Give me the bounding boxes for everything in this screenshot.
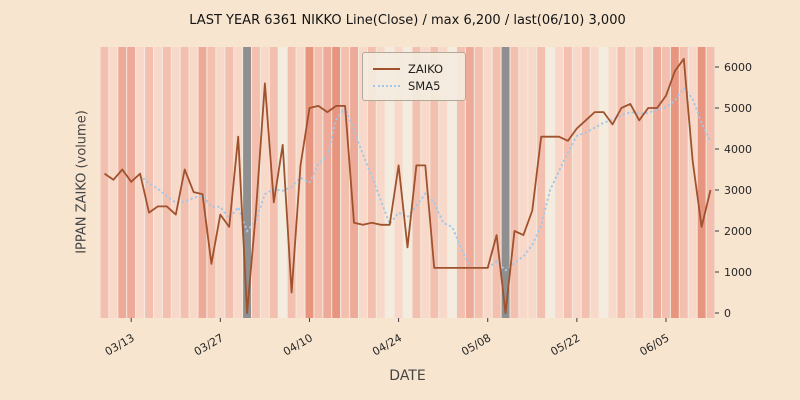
background-band — [207, 47, 216, 318]
legend-label-zaiko: ZAIKO — [408, 61, 444, 76]
background-band — [154, 47, 162, 318]
background-band — [679, 47, 688, 318]
background-band — [697, 47, 706, 318]
background-band — [653, 47, 661, 318]
y-tick-label: 4000 — [724, 143, 752, 156]
y-tick-label: 5000 — [724, 102, 752, 115]
background-band — [359, 47, 367, 318]
background-band — [564, 47, 572, 318]
background-band — [448, 47, 456, 318]
background-band — [626, 47, 635, 318]
background-band — [162, 47, 171, 318]
background-band — [617, 47, 626, 318]
background-band — [225, 47, 234, 318]
background-band — [430, 47, 439, 318]
background-band — [189, 47, 198, 318]
legend-label-sma5: SMA5 — [408, 78, 441, 93]
background-band — [136, 47, 145, 318]
background-band — [608, 47, 617, 318]
background-band — [216, 47, 225, 318]
y-tick-label: 3000 — [724, 184, 752, 197]
y-tick-label: 6000 — [724, 61, 752, 74]
background-band — [555, 47, 563, 318]
y-axis-label: IPPAN ZAIKO (volume) — [74, 110, 90, 254]
gray-event-bar — [501, 47, 510, 318]
sma5-line-sample — [373, 84, 400, 87]
background-band — [465, 47, 474, 318]
x-tick-label: 05/08 — [459, 331, 493, 358]
background-band — [572, 47, 581, 318]
background-band — [403, 47, 412, 318]
background-band — [252, 47, 260, 318]
background-band — [528, 47, 537, 318]
background-band — [260, 47, 269, 318]
legend-item-zaiko: ZAIKO — [373, 60, 455, 77]
background-band — [296, 47, 305, 318]
x-tick-label: 05/22 — [548, 331, 582, 358]
background-band — [546, 47, 555, 318]
background-band — [234, 47, 243, 318]
background-band — [314, 47, 323, 318]
x-tick-label: 03/27 — [192, 331, 226, 358]
zaiko-line — [103, 57, 712, 314]
x-tick-label: 03/13 — [103, 331, 137, 358]
background-band — [394, 47, 403, 318]
background-band — [421, 47, 430, 318]
background-band — [590, 47, 599, 318]
background-band — [662, 47, 670, 318]
x-axis-label: DATE — [389, 368, 426, 384]
background-band — [323, 47, 332, 318]
background-band — [439, 47, 448, 318]
gray-event-bar — [243, 47, 251, 318]
background-band — [341, 47, 350, 318]
x-tick-label: 06/05 — [638, 331, 672, 358]
background-band — [287, 47, 296, 318]
background-band — [483, 47, 492, 318]
background-band — [385, 47, 394, 318]
zaiko-line-sample — [373, 67, 400, 70]
background-band — [269, 47, 278, 318]
legend: ZAIKO SMA5 — [362, 52, 466, 101]
x-tick-label: 04/24 — [370, 331, 404, 358]
y-tick-label: 2000 — [724, 225, 752, 238]
background-band — [474, 47, 483, 318]
background-band — [412, 47, 421, 318]
background-band — [118, 47, 127, 318]
background-band — [492, 47, 501, 318]
background-band — [537, 47, 546, 318]
background-band — [706, 47, 715, 318]
x-tick-label: 04/10 — [281, 331, 315, 358]
background-band — [171, 47, 180, 318]
background-band — [350, 47, 358, 318]
background-band — [100, 47, 109, 318]
background-band — [688, 47, 697, 318]
background-band — [510, 47, 519, 318]
background-band — [519, 47, 528, 318]
background-band — [644, 47, 653, 318]
y-tick-label: 1000 — [724, 266, 752, 279]
background-band — [599, 47, 608, 318]
background-band — [145, 47, 153, 318]
background-band — [180, 47, 189, 318]
background-band — [109, 47, 118, 318]
background-band — [581, 47, 590, 318]
background-band — [376, 47, 385, 318]
chart-title: LAST YEAR 6361 NIKKO Line(Close) / max 6… — [189, 13, 626, 28]
background-band — [457, 47, 465, 318]
background-band — [670, 47, 679, 318]
background-band — [635, 47, 644, 318]
background-band — [278, 47, 287, 318]
y-tick-label: 0 — [724, 307, 731, 320]
background-band — [332, 47, 341, 318]
background-band — [198, 47, 207, 318]
legend-item-sma5: SMA5 — [373, 77, 455, 94]
background-band — [367, 47, 376, 318]
